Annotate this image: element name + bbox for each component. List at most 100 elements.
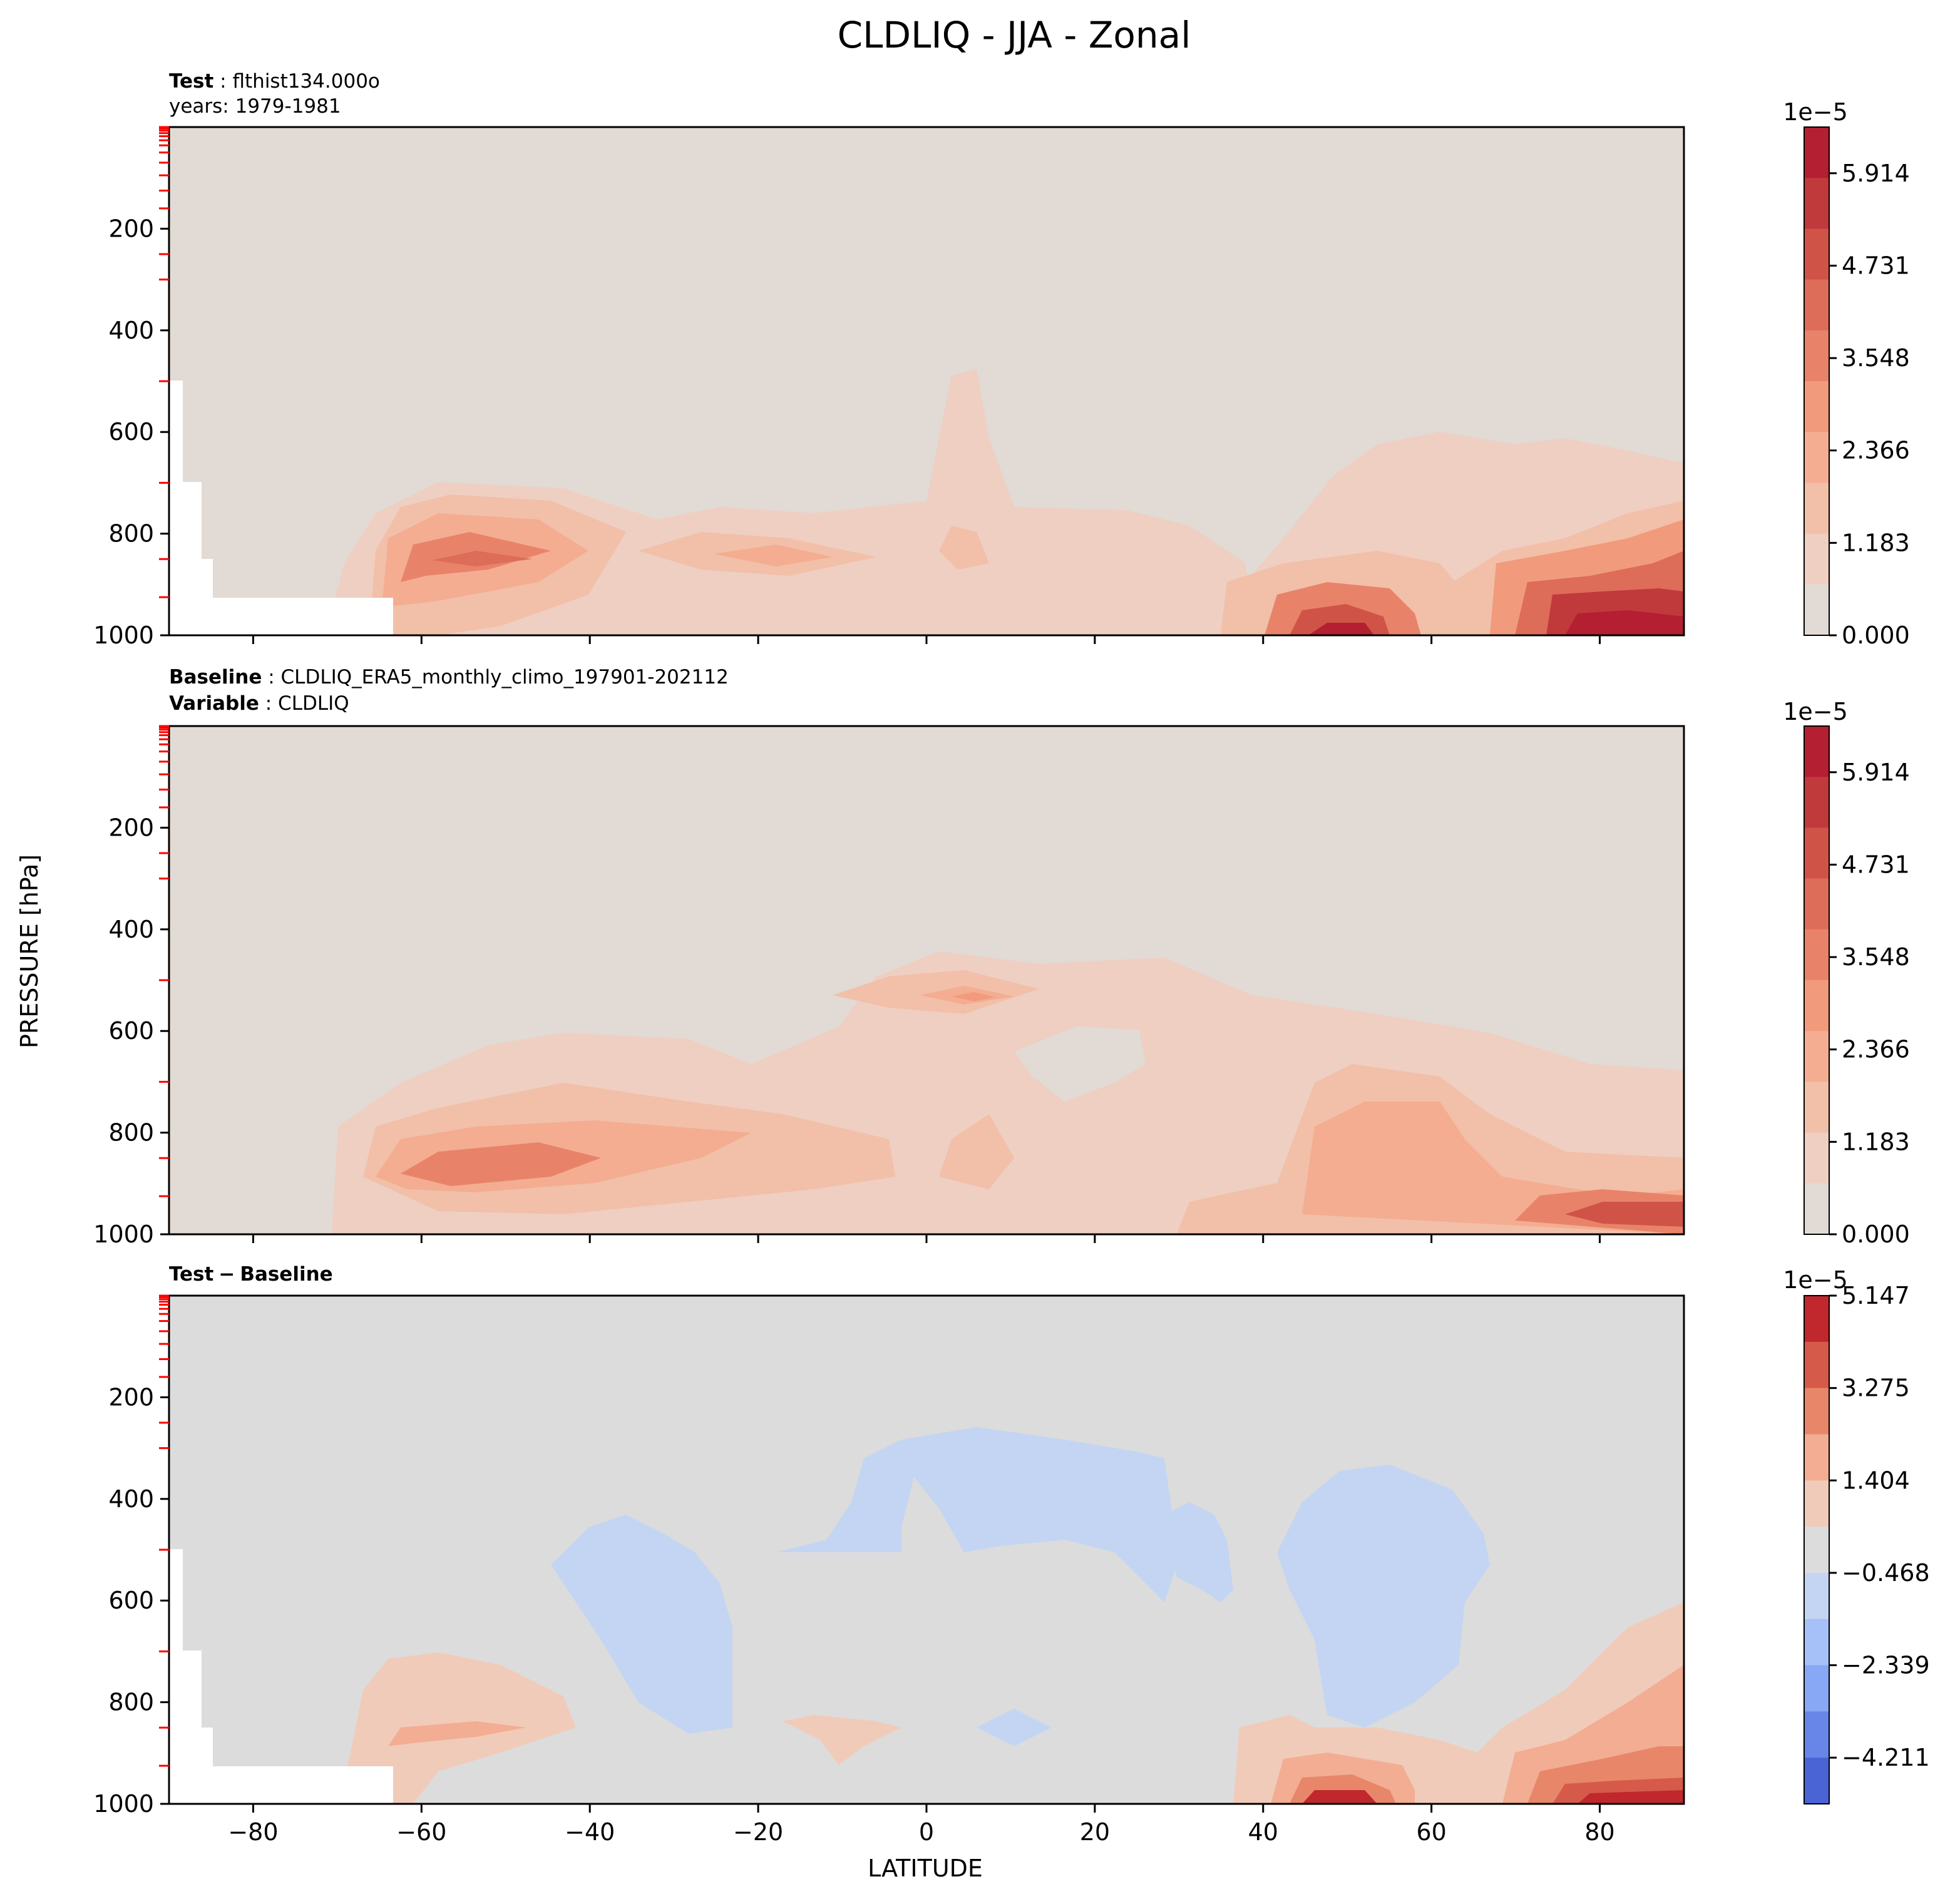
panel-test-label-sep: : [213,70,232,93]
colorbar-tick-label: −0.468 [1842,1559,1930,1587]
panel-diff-label-sep: − [218,1263,235,1286]
colorbar-tick-label: 1.183 [1842,1128,1910,1155]
colorbar-segment [1804,777,1829,828]
y-tick-label: 600 [108,1587,154,1614]
x-tick-label: 0 [919,1818,934,1846]
colorbar-segment [1804,1132,1829,1184]
contour-baseline [169,726,1684,1234]
panel-baseline-label-value: CLDLIQ_ERA5_monthly_climo_197901-202112 [281,666,729,688]
colorbar-tick-label: 0.000 [1842,1221,1910,1248]
colorbar-segment [1804,929,1829,981]
panel-test: Test : flthist134.000o years: 1979-1981 [93,70,1910,649]
colorbar-segment [1804,1388,1829,1435]
y-tick-label: 800 [108,1689,154,1716]
x-tick-label: 40 [1248,1818,1278,1846]
colorbar-segment [1804,330,1829,382]
x-tick-label: −60 [396,1818,446,1846]
colorbar-segment [1804,878,1829,930]
panel-baseline-y-axis: 200 400 600 800 1000 [93,725,169,1248]
panel-test-cbar-exponent: 1e−5 [1783,98,1848,126]
y-tick-label: 800 [108,1119,154,1147]
panel-test-label-key: Test [169,70,214,93]
panel-baseline-variable-sep: : [259,692,278,715]
colorbar-segment [1804,1619,1829,1666]
colorbar-tick-label: 3.275 [1842,1374,1910,1402]
y-tick-label: 600 [108,1017,154,1045]
panel-test-y-axis: 200 400 600 800 1000 [93,126,169,649]
colorbar-tick-label: 2.366 [1842,437,1910,464]
panel-baseline-colorbar: 0.000 1.183 2.366 3.548 4.731 5.914 [1804,725,1910,1248]
panel-baseline-label: Baseline : CLDLIQ_ERA5_monthly_climo_197… [169,666,729,688]
colorbar-segment [1804,1711,1829,1758]
colorbar-segment [1804,533,1829,585]
y-tick-label: 400 [108,916,154,943]
figure-title: CLDLIQ - JJA - Zonal [838,14,1191,56]
y-tick-label: 600 [108,418,154,446]
panel-baseline-variable-key: Variable [169,692,259,715]
panel-baseline-label-sep: : [262,666,280,688]
colorbar-segment [1804,127,1829,178]
colorbar-segment [1804,827,1829,879]
y-tick-label: 1000 [93,1221,154,1248]
colorbar-segment [1804,483,1829,535]
y-tick-label: 1000 [93,622,154,649]
y-tick-label: 200 [108,1383,154,1411]
y-tick-label: 200 [108,814,154,841]
colorbar-segment [1804,726,1829,777]
colorbar-segment [1804,1665,1829,1712]
panel-diff-label-b: Baseline [240,1263,332,1286]
x-tick-label: 60 [1416,1818,1446,1846]
colorbar-segment [1804,1341,1829,1389]
colorbar-segment [1804,584,1829,636]
panel-diff-y-axis: 200 400 600 800 1000 [93,1294,169,1818]
colorbar-tick-label: 4.731 [1842,851,1910,878]
colorbar-tick-label: 5.914 [1842,160,1910,187]
panel-diff-x-axis: −80 −60 −40 −20 0 20 40 60 80 [228,1804,1615,1846]
colorbar-tick-label: 5.147 [1842,1282,1910,1309]
panel-baseline-cbar-exponent: 1e−5 [1783,698,1848,725]
x-tick-label: 20 [1080,1818,1110,1846]
colorbar-segment [1804,279,1829,331]
y-tick-label: 800 [108,520,154,548]
y-tick-label: 400 [108,317,154,344]
panel-baseline-x-axis [252,1234,1601,1243]
panel-baseline-variable-value: CLDLIQ [278,692,349,715]
y-tick-label: 400 [108,1485,154,1513]
x-tick-label: −40 [565,1818,615,1846]
panel-diff-colorbar: 5.147 3.275 1.404 −0.468 −2.339 −4.211 [1804,1282,1930,1804]
colorbar-tick-label: 5.914 [1842,759,1910,786]
colorbar-tick-label: 3.548 [1842,943,1910,971]
colorbar-tick-label: 1.404 [1842,1466,1910,1494]
contour-test [169,127,1684,635]
colorbar-tick-label: 4.731 [1842,252,1910,279]
panel-test-colorbar: 0.000 1.183 2.366 3.548 4.731 5.914 [1804,126,1910,649]
panel-baseline: Baseline : CLDLIQ_ERA5_monthly_climo_197… [93,666,1910,1248]
panel-diff-label-a: Test [169,1263,214,1286]
colorbar-segment [1804,1031,1829,1082]
colorbar-segment [1804,1183,1829,1235]
colorbar-segment [1804,1572,1829,1620]
colorbar-tick-label: 3.548 [1842,344,1910,372]
panel-baseline-variable: Variable : CLDLIQ [169,692,349,715]
colorbar-frame [1804,725,1830,1235]
colorbar-tick-label: −4.211 [1842,1744,1930,1771]
y-tick-label: 200 [108,215,154,242]
colorbar-frame [1804,1295,1830,1804]
panel-baseline-label-key: Baseline [169,666,262,688]
colorbar-segment [1804,381,1829,433]
colorbar-tick-label: 1.183 [1842,529,1910,556]
colorbar-segment [1804,1082,1829,1134]
colorbar-segment [1804,228,1829,280]
y-axis-label: PRESSURE [hPa] [16,854,43,1048]
panel-diff-label: Test − Baseline [169,1263,333,1286]
colorbar-frame [1804,126,1830,636]
panel-test-label-value: flthist134.000o [232,70,379,93]
panel-test-x-axis [252,635,1601,644]
contour-diff [169,1296,1684,1804]
colorbar-tick-label: 0.000 [1842,622,1910,649]
panel-test-label: Test : flthist134.000o [169,70,380,93]
colorbar-segment [1804,1434,1829,1481]
x-axis-label: LATITUDE [868,1855,983,1882]
